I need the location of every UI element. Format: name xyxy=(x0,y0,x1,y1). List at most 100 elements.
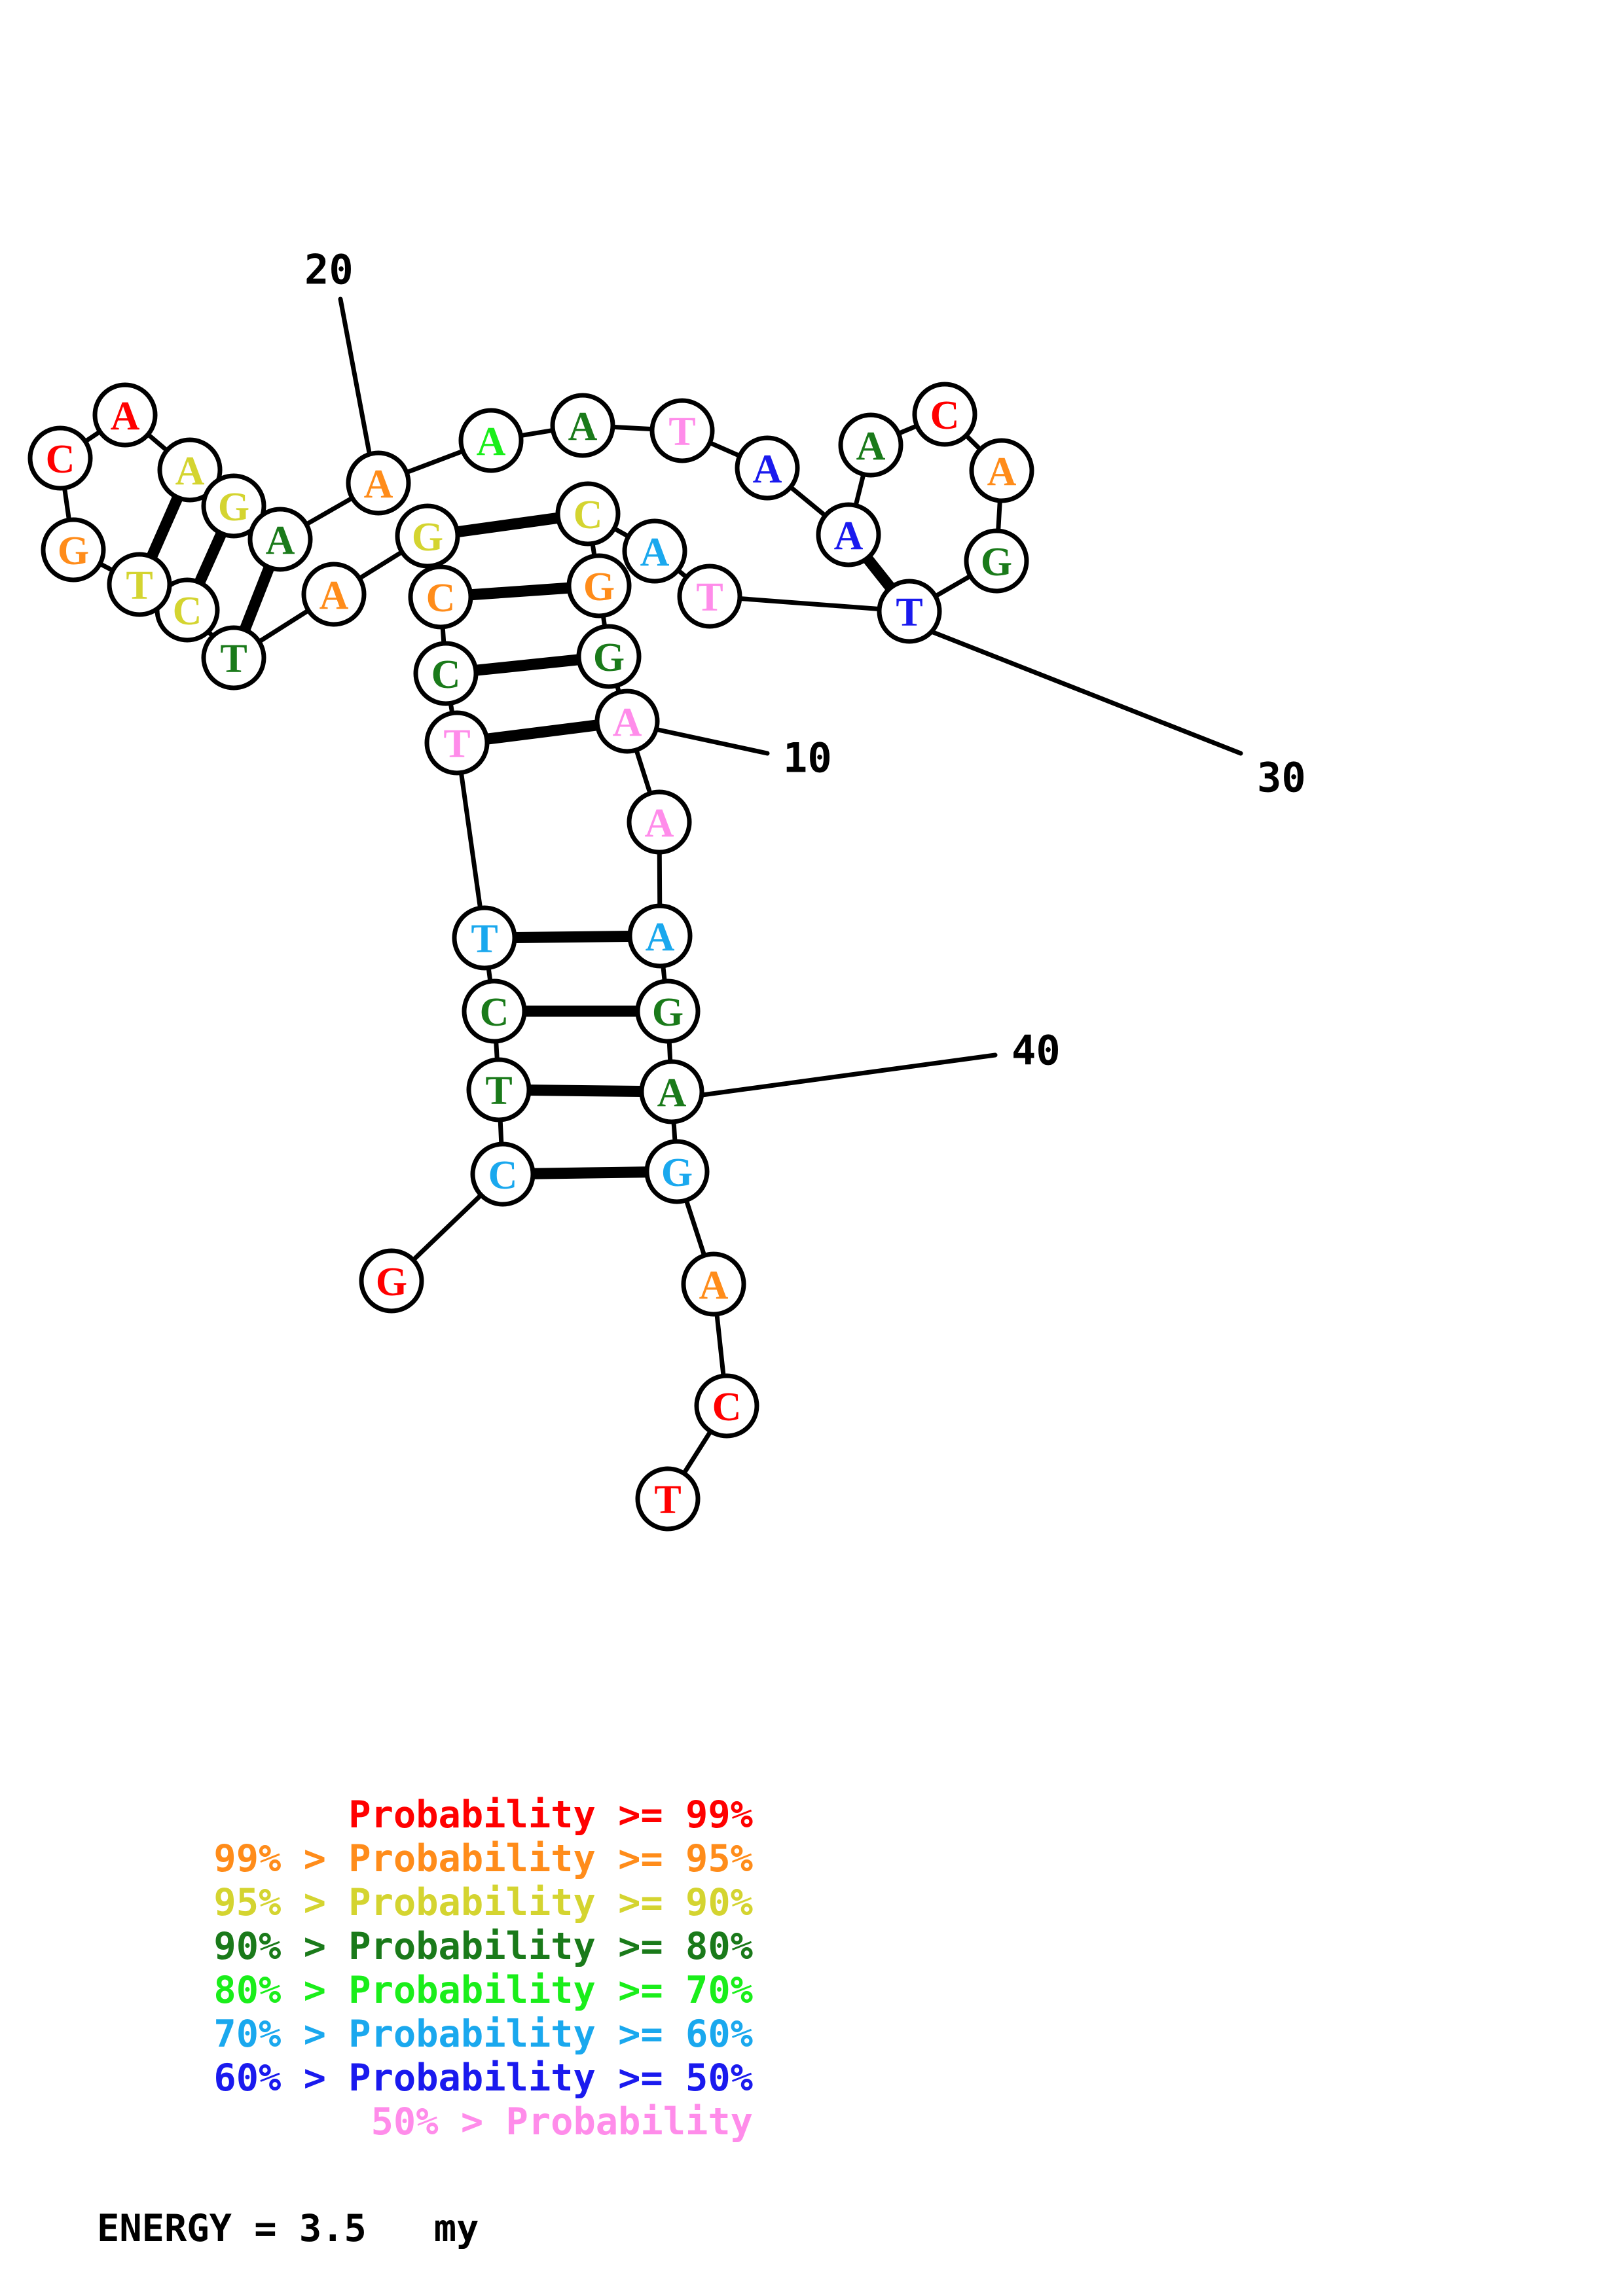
nucleotide-circle xyxy=(466,1057,532,1122)
position-label: 40 xyxy=(1012,1027,1061,1075)
backbone-bond xyxy=(671,1119,678,1144)
nucleotide-letter: T xyxy=(668,410,695,454)
nucleotide-circle xyxy=(677,564,742,629)
backbone-bond xyxy=(410,1193,484,1263)
nucleotide-circle xyxy=(555,481,621,547)
backbone-bond xyxy=(682,1429,713,1476)
nucleotide-letter: G xyxy=(583,565,615,609)
nucleotide-circle xyxy=(566,553,632,619)
nucleotide-letter: G xyxy=(593,636,625,680)
nucleotide-node[interactable]: A xyxy=(735,435,800,501)
nucleotide-node[interactable]: A xyxy=(157,437,223,503)
nucleotide-node[interactable]: A xyxy=(594,689,660,754)
nucleotide-letter: G xyxy=(58,529,89,573)
nucleotide-node[interactable]: T xyxy=(635,1466,701,1532)
nucleotide-circle xyxy=(157,437,223,503)
legend-row-3: 90% > Probability >= 80% xyxy=(213,1925,753,1968)
base-pair-bond xyxy=(862,554,896,592)
nucleotide-node[interactable]: A xyxy=(627,903,693,969)
nucleotide-node[interactable]: T xyxy=(649,398,715,463)
nucleotide-node[interactable]: G xyxy=(576,624,642,689)
nucleotide-circle xyxy=(649,398,715,463)
backbone-bond xyxy=(62,486,71,522)
nucleotide-circle xyxy=(639,1059,704,1124)
nucleotide-node[interactable]: C xyxy=(413,641,479,706)
nucleotide-node[interactable]: T xyxy=(466,1057,532,1122)
nucleotide-node[interactable]: G xyxy=(41,517,106,583)
backbone-bond xyxy=(933,573,973,599)
nucleotide-letter: T xyxy=(220,637,247,681)
nucleotide-node[interactable]: A xyxy=(247,507,313,572)
nucleotide-circle xyxy=(458,408,524,473)
nucleotide-letter: C xyxy=(930,393,960,438)
nucleotide-letter: A xyxy=(568,404,598,449)
nucleotide-letter: C xyxy=(173,589,202,634)
nucleotide-node[interactable]: G xyxy=(359,1248,424,1314)
nucleotide-circle xyxy=(576,624,642,689)
backbone-bond xyxy=(458,770,483,910)
nucleotide-letter: C xyxy=(712,1385,742,1429)
nucleotide-circle xyxy=(912,382,977,447)
nucleotide-node[interactable]: A xyxy=(301,562,367,627)
nucleotide-node[interactable]: C xyxy=(470,1141,536,1207)
nucleotide-node[interactable]: A xyxy=(550,393,615,458)
nucleotide-node[interactable]: A xyxy=(969,438,1034,503)
nucleotide-node[interactable]: T xyxy=(107,552,172,617)
backbone-bond xyxy=(788,484,828,518)
nucleotide-node[interactable]: A xyxy=(346,450,411,516)
nucleotide-node[interactable]: C xyxy=(912,382,977,447)
nucleotide-node[interactable]: A xyxy=(627,789,692,855)
nucleotide-letter: A xyxy=(753,447,782,492)
nucleotide-node[interactable]: G xyxy=(395,503,460,569)
backbone-bond xyxy=(611,526,631,539)
nucleotide-node[interactable]: G xyxy=(644,1139,710,1204)
nucleotide-circle xyxy=(346,450,411,516)
nucleotide-node[interactable]: C xyxy=(27,425,93,491)
nucleotide-node[interactable]: T xyxy=(877,579,942,644)
position-leader-line xyxy=(338,296,374,469)
nucleotide-circle xyxy=(395,503,460,569)
nucleotide-node[interactable]: C xyxy=(408,564,473,630)
position-label: 30 xyxy=(1257,754,1306,802)
nucleotide-circle xyxy=(247,507,313,572)
nucleotide-node[interactable]: T xyxy=(677,564,742,629)
nucleotide-node[interactable]: C xyxy=(694,1373,759,1439)
nucleotide-node[interactable]: A xyxy=(639,1059,704,1124)
nucleotide-circle xyxy=(816,502,881,567)
backbone-bond xyxy=(707,440,742,459)
nucleotide-letter: A xyxy=(266,518,295,563)
base-pair-bond xyxy=(514,931,630,943)
nucleotide-node[interactable]: A xyxy=(622,518,687,584)
nucleotide-letter: A xyxy=(319,573,349,618)
base-pair-bond xyxy=(475,654,580,676)
nucleotide-node[interactable]: A xyxy=(681,1251,746,1317)
nucleotide-node[interactable]: A xyxy=(838,412,903,478)
nucleotide-letter: A xyxy=(699,1263,729,1308)
backbone-bond xyxy=(896,423,920,436)
base-pair-bond xyxy=(532,1166,647,1179)
nucleotide-circle xyxy=(964,528,1029,594)
nucleotide-node[interactable]: A xyxy=(816,502,881,567)
nucleotide-node[interactable]: C xyxy=(555,481,621,547)
nucleotide-node[interactable]: G xyxy=(566,553,632,619)
nucleotide-letter: G xyxy=(652,990,684,1035)
nucleotide-circle xyxy=(27,425,93,491)
nucleotide-node[interactable]: G xyxy=(964,528,1029,594)
base-pair-bond xyxy=(239,565,275,632)
nucleotide-node[interactable]: T xyxy=(201,625,266,691)
nucleotide-letter: G xyxy=(218,485,249,529)
nucleotide-node[interactable]: A xyxy=(458,408,524,473)
nucleotide-node[interactable]: G xyxy=(201,473,266,539)
nucleotide-node[interactable]: T xyxy=(424,710,490,776)
nucleotide-letter: C xyxy=(46,437,75,482)
nucleotide-letter: C xyxy=(488,1153,518,1198)
legend-row-4: 80% > Probability >= 70% xyxy=(213,1969,753,2012)
nucleotide-letter: T xyxy=(896,590,922,635)
nucleotide-node[interactable]: G xyxy=(635,978,701,1044)
nucleotide-node[interactable]: A xyxy=(92,382,158,448)
nucleotide-node[interactable]: T xyxy=(452,905,517,971)
nucleotide-node[interactable]: C xyxy=(462,978,527,1044)
nucleotide-letter: A xyxy=(657,1071,687,1115)
